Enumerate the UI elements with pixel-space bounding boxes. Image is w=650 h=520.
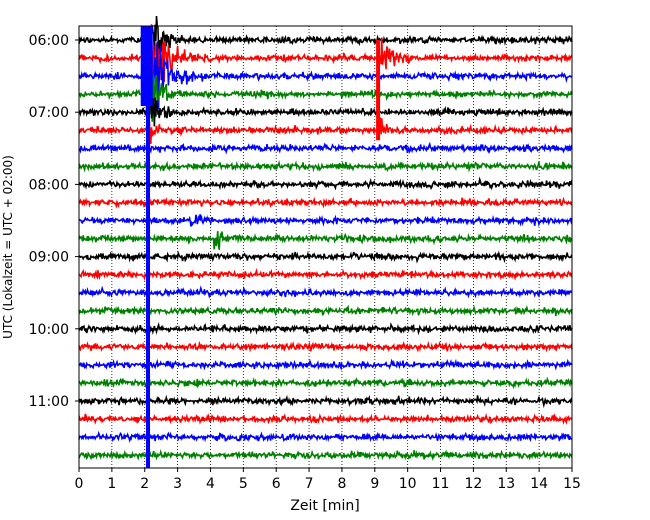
event-burst-main	[140, 26, 153, 106]
traces	[78, 15, 573, 468]
trace-row-5	[78, 117, 573, 145]
x-tick-label-1: 1	[107, 476, 116, 492]
trace-row-23	[78, 448, 573, 462]
trace-row-14	[78, 285, 573, 300]
x-tick-label-5: 5	[239, 476, 248, 492]
trace-row-10	[78, 214, 573, 228]
y-tick-label-07:00: 07:00	[29, 105, 69, 121]
trace-row-0	[78, 15, 573, 70]
x-tick-label-2: 2	[140, 476, 149, 492]
trace-row-11	[78, 231, 573, 250]
trace-row-2	[78, 39, 573, 150]
trace-row-17	[78, 340, 573, 353]
trace-row-13	[78, 267, 573, 282]
x-tick-label-7: 7	[305, 476, 314, 492]
trace-row-22	[78, 430, 573, 444]
y-tick-label-06:00: 06:00	[29, 33, 69, 49]
y-tick-label-11:00: 11:00	[29, 394, 69, 410]
x-tick-label-0: 0	[75, 476, 84, 492]
x-tick-label-12: 12	[464, 476, 482, 492]
x-tick-label-14: 14	[530, 476, 548, 492]
y-axis-label: UTC (Lokalzeit = UTC + 02:00)	[1, 155, 15, 339]
trace-row-9	[78, 196, 573, 209]
y-tick-label-09:00: 09:00	[29, 250, 69, 266]
trace-row-15	[78, 304, 573, 317]
x-tick-label-3: 3	[173, 476, 182, 492]
x-axis-label: Zeit [min]	[290, 498, 359, 514]
y-tick-label-08:00: 08:00	[29, 177, 69, 193]
x-tick-label-8: 8	[337, 476, 346, 492]
trace-row-6	[78, 141, 573, 155]
trace-row-12	[78, 250, 573, 264]
x-tick-label-11: 11	[432, 476, 450, 492]
x-tick-label-13: 13	[497, 476, 515, 492]
trace-row-19	[78, 376, 573, 390]
plot-frame	[78, 25, 573, 469]
trace-row-18	[78, 358, 573, 371]
x-tick-label-4: 4	[206, 476, 215, 492]
y-tick-label-10:00: 10:00	[29, 322, 69, 338]
x-tick-label-9: 9	[370, 476, 379, 492]
x-tick-label-6: 6	[272, 476, 281, 492]
trace-row-16	[78, 321, 573, 336]
trace-row-8	[78, 176, 573, 191]
trace-row-3	[78, 73, 573, 122]
trace-row-21	[78, 412, 573, 425]
event-spike-main	[146, 26, 151, 468]
trace-row-4	[78, 89, 573, 129]
axes: 0 1 2 3 4 5 6 7 8 9 10 11 12 13 14 1506:0007:0008:0009:…	[29, 25, 581, 492]
trace-row-7	[78, 159, 573, 173]
x-tick-label-15: 15	[563, 476, 581, 492]
event-spike-secondary	[376, 40, 381, 141]
x-tick-label-10: 10	[399, 476, 417, 492]
trace-row-20	[78, 394, 573, 409]
